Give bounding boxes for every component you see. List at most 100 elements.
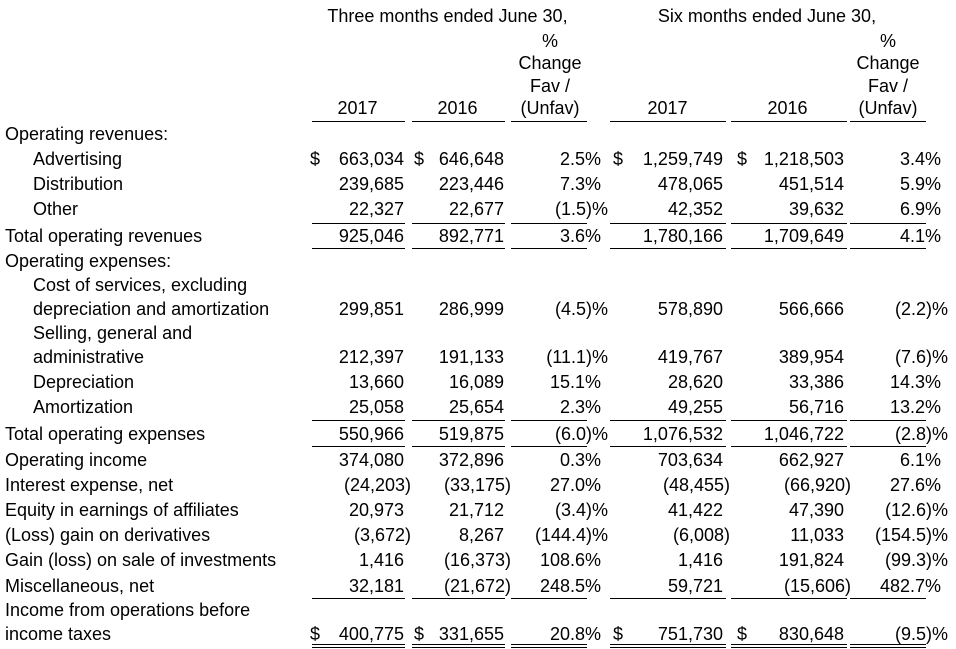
value-cell: 33,386	[788, 372, 844, 392]
value-cell: 49,255	[667, 397, 723, 417]
pct-header-line: %	[541, 31, 558, 51]
value-cell: 239,685	[338, 174, 404, 194]
value-cell: 419,767	[657, 347, 723, 367]
subtotal-rule	[312, 598, 405, 599]
percent-change-cell: 108.6%	[539, 550, 601, 570]
value-cell: 32,181	[348, 576, 404, 596]
value-cell: (66,920)	[783, 475, 851, 495]
row-label: Cost of services, excluding	[33, 275, 248, 295]
subtotal-rule	[312, 248, 405, 249]
percent-change-cell: (1.5)%	[554, 199, 608, 219]
value-cell: (6,008)	[672, 525, 730, 545]
subtotal-rule	[412, 248, 505, 249]
value-cell: 751,730	[657, 624, 723, 644]
currency-symbol: $	[737, 624, 748, 644]
percent-change-cell: (9.5)%	[894, 624, 948, 644]
percent-change-cell: 3.4%	[899, 149, 941, 169]
value-cell: (24,203)	[343, 475, 411, 495]
subtotal-rule	[610, 223, 726, 224]
currency-symbol: $	[613, 149, 624, 169]
value-cell: 191,133	[438, 347, 504, 367]
pct-header-line: %	[879, 31, 896, 51]
value-cell: 20,973	[348, 500, 404, 520]
subtotal-rule	[731, 420, 847, 421]
percent-change-cell: 20.8%	[549, 624, 601, 644]
row-label: Gain (loss) on sale of investments	[5, 550, 277, 570]
value-cell: 830,648	[778, 624, 844, 644]
percent-change-cell: (7.6)%	[894, 347, 948, 367]
percent-change-cell: (6.0)%	[554, 424, 608, 444]
percent-change-cell: 2.3%	[559, 397, 601, 417]
percent-change-cell: (144.4)%	[534, 525, 608, 545]
year-header-2016: 2016	[437, 98, 478, 118]
percent-change-cell: 7.3%	[559, 174, 601, 194]
row-label: Operating income	[5, 450, 148, 470]
header-rule	[610, 121, 726, 122]
value-cell: 191,824	[778, 550, 844, 570]
subtotal-rule	[610, 420, 726, 421]
value-cell: 22,677	[448, 199, 504, 219]
row-label: Depreciation	[33, 372, 135, 392]
pct-header-line: Change	[518, 53, 582, 73]
value-cell: 39,632	[788, 199, 844, 219]
value-cell: 372,896	[438, 450, 504, 470]
row-label: Interest expense, net	[5, 475, 174, 495]
value-cell: 1,416	[677, 550, 723, 570]
percent-change-cell: 27.0%	[549, 475, 601, 495]
subtotal-rule	[511, 446, 587, 447]
value-cell: 703,634	[657, 450, 723, 470]
row-label: Other	[33, 199, 79, 219]
row-label: Miscellaneous, net	[5, 576, 155, 596]
percent-change-cell: 3.6%	[559, 226, 601, 246]
total-double-rule	[610, 644, 726, 648]
value-cell: (33,175)	[443, 475, 511, 495]
value-cell: 8,267	[458, 525, 504, 545]
currency-symbol: $	[310, 149, 321, 169]
subtotal-rule	[850, 223, 926, 224]
row-label: Total operating expenses	[5, 424, 206, 444]
subtotal-rule	[511, 598, 587, 599]
value-cell: 47,390	[788, 500, 844, 520]
value-cell: 550,966	[338, 424, 404, 444]
value-cell: 11,033	[790, 525, 844, 545]
percent-change-cell: 6.1%	[899, 450, 941, 470]
subtotal-rule	[412, 598, 505, 599]
value-cell: 1,709,649	[763, 226, 844, 246]
percent-change-cell: 2.5%	[559, 149, 601, 169]
row-label: Distribution	[33, 174, 124, 194]
row-label: (Loss) gain on derivatives	[5, 525, 211, 545]
subtotal-rule	[412, 420, 505, 421]
value-cell: (3,672)	[353, 525, 411, 545]
row-label: depreciation and amortization	[33, 299, 270, 319]
subtotal-rule	[850, 420, 926, 421]
subtotal-rule	[610, 598, 726, 599]
subtotal-rule	[731, 446, 847, 447]
row-label: Income from operations before	[5, 600, 251, 620]
currency-symbol: $	[414, 624, 425, 644]
subtotal-rule	[511, 420, 587, 421]
value-cell: 892,771	[438, 226, 504, 246]
value-cell: 1,259,749	[642, 149, 723, 169]
percent-change-cell: 5.9%	[899, 174, 941, 194]
value-cell: 28,620	[667, 372, 723, 392]
percent-change-cell: 4.1%	[899, 226, 941, 246]
percent-change-cell: 482.7%	[879, 576, 941, 596]
subtotal-rule	[850, 248, 926, 249]
value-cell: 646,648	[438, 149, 504, 169]
total-double-rule	[511, 644, 587, 648]
row-label: Selling, general and	[33, 323, 193, 343]
value-cell: 212,397	[338, 347, 404, 367]
value-cell: 41,422	[667, 500, 723, 520]
currency-symbol: $	[613, 624, 624, 644]
percent-change-cell: 14.3%	[889, 372, 941, 392]
currency-symbol: $	[737, 149, 748, 169]
subtotal-rule	[610, 446, 726, 447]
subtotal-rule	[731, 223, 847, 224]
value-cell: (16,373)	[443, 550, 511, 570]
percent-change-cell: (12.6)%	[884, 500, 948, 520]
pct-header-line: Fav /	[529, 76, 570, 96]
value-cell: 1,076,532	[642, 424, 723, 444]
section-operating-revenues: Operating revenues:	[5, 124, 169, 144]
subtotal-rule	[850, 446, 926, 447]
value-cell: 451,514	[778, 174, 844, 194]
